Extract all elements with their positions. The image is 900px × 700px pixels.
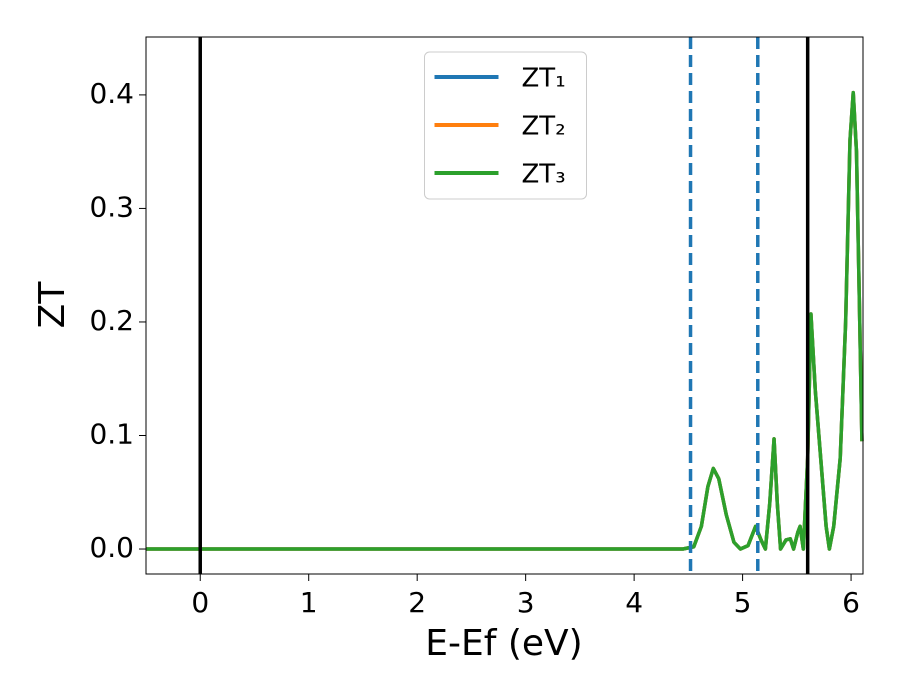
x-tick-label: 0 — [191, 586, 209, 619]
y-tick-label: 0.2 — [89, 304, 134, 337]
x-tick-label: 5 — [734, 586, 752, 619]
legend-box — [424, 51, 587, 200]
series-line — [146, 90, 864, 551]
legend-label: ZT₂ — [522, 112, 566, 142]
x-axis-label: E-Ef (eV) — [425, 623, 582, 664]
legend-label: ZT₁ — [522, 64, 566, 94]
y-tick-label: 0.4 — [89, 77, 134, 110]
legend-label: ZT₃ — [522, 160, 566, 190]
y-tick-label: 0.0 — [89, 531, 134, 564]
x-tick-label: 3 — [517, 586, 535, 619]
plot-frame — [145, 36, 864, 575]
y-axis-label: ZT — [32, 281, 73, 329]
x-tick-label: 4 — [625, 586, 643, 619]
x-tick-label: 1 — [300, 586, 318, 619]
x-tick-label: 6 — [842, 586, 860, 619]
x-tick-label: 2 — [408, 586, 426, 619]
y-tick-label: 0.3 — [89, 190, 134, 223]
y-tick-label: 0.1 — [89, 417, 134, 450]
